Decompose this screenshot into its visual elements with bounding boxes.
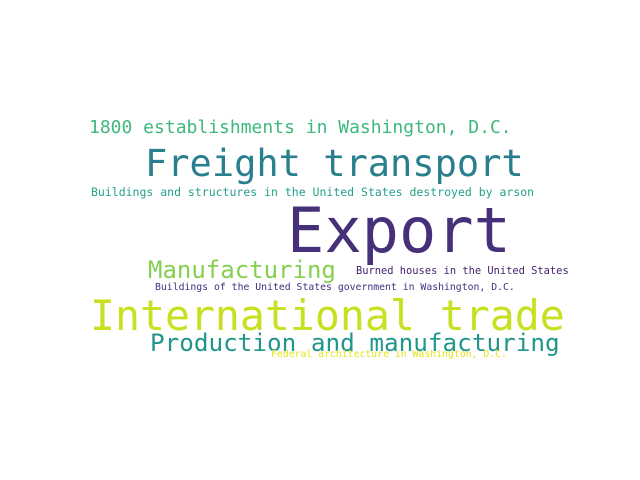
word-federal-architecture: Federal architecture in Washington, D.C. [271, 349, 507, 360]
word-buildings-destroyed-by-arson: Buildings and structures in the United S… [91, 185, 535, 199]
word-1800-establishments: 1800 establishments in Washington, D.C. [89, 117, 512, 138]
word-burned-houses: Burned houses in the United States [356, 265, 569, 277]
word-manufacturing: Manufacturing [148, 256, 336, 284]
word-export: Export [287, 194, 511, 267]
word-international-trade: International trade [90, 291, 565, 340]
word-buildings-us-government: Buildings of the United States governmen… [155, 282, 515, 293]
word-production-and-manufacturing: Production and manufacturing [150, 328, 560, 357]
word-freight-transport: Freight transport [145, 142, 524, 185]
